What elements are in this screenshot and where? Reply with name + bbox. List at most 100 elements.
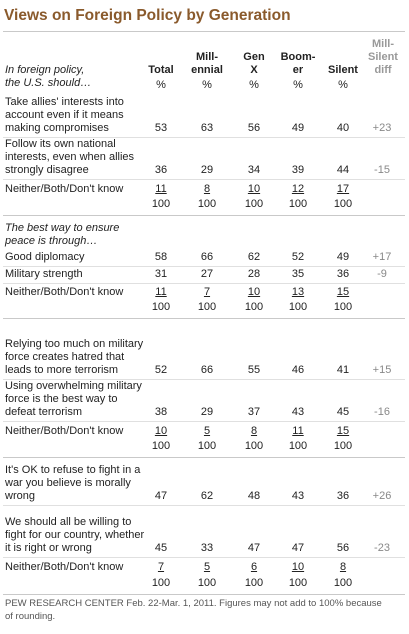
diff-value: -23 xyxy=(374,542,390,554)
cell-value: 11 xyxy=(155,286,167,298)
cell-value: 45 xyxy=(154,542,168,554)
cell-value: 5 xyxy=(203,425,211,437)
row-rule xyxy=(3,179,405,180)
cell-value: 56 xyxy=(247,122,261,134)
cell-value: 10 xyxy=(154,425,168,437)
total-value: 100 xyxy=(288,301,308,313)
row-label: Neither/Both/Don't know xyxy=(5,561,124,573)
cell-value: 41 xyxy=(336,364,350,376)
diff-value: -15 xyxy=(374,164,390,176)
section-rule xyxy=(3,318,405,319)
cell-value: 11 xyxy=(292,425,304,437)
cell-value: 33 xyxy=(200,542,214,554)
total-value: 100 xyxy=(244,577,264,589)
row-label: We should all be willing to fight for ou… xyxy=(5,516,145,554)
cell-value: 47 xyxy=(154,490,168,502)
cell-value: 17 xyxy=(336,183,350,195)
cell-value: 63 xyxy=(200,122,214,134)
total-value: 100 xyxy=(333,198,353,210)
unit-label: % xyxy=(338,79,348,91)
cell-value: 66 xyxy=(200,251,214,263)
cell-value: 43 xyxy=(291,490,305,502)
row-rule xyxy=(3,557,405,558)
cell-value: 43 xyxy=(291,406,305,418)
cell-value: 34 xyxy=(247,164,261,176)
cell-value: 39 xyxy=(291,164,305,176)
row-rule xyxy=(3,283,405,284)
cell-value: 28 xyxy=(247,268,261,280)
footer: PEW RESEARCH CENTER Feb. 22-Mar. 1, 2011… xyxy=(5,598,382,622)
section-rule xyxy=(3,215,405,216)
cell-value: 15 xyxy=(336,425,350,437)
cell-value: 52 xyxy=(154,364,168,376)
total-value: 100 xyxy=(244,440,264,452)
cell-value: 10 xyxy=(247,286,261,298)
row-rule xyxy=(3,505,405,506)
diff-value: -16 xyxy=(374,406,390,418)
row-label: Follow its own national interests, even … xyxy=(5,138,135,176)
row-label: Good diplomacy xyxy=(5,251,85,263)
cell-value: 49 xyxy=(291,122,305,134)
cell-value: 36 xyxy=(336,268,350,280)
column-header: Silent xyxy=(328,64,358,76)
total-value: 100 xyxy=(244,301,264,313)
section-rule xyxy=(3,457,405,458)
row-label: Take allies' interests into account even… xyxy=(5,96,124,134)
cell-value: 47 xyxy=(291,542,305,554)
cell-value: 58 xyxy=(154,251,168,263)
cell-value: 7 xyxy=(203,286,211,298)
unit-label: % xyxy=(156,79,166,91)
cell-value: 15 xyxy=(336,286,350,298)
cell-value: 6 xyxy=(250,561,258,573)
diff-value: +26 xyxy=(372,490,392,502)
cell-value: 27 xyxy=(200,268,214,280)
column-header: Boom- er xyxy=(280,51,316,76)
cell-value: 52 xyxy=(291,251,305,263)
row-label: Relying too much on military force creat… xyxy=(5,338,144,376)
unit-label: % xyxy=(202,79,212,91)
cell-value: 62 xyxy=(247,251,261,263)
cell-value: 62 xyxy=(200,490,214,502)
row-label: Military strength xyxy=(5,268,83,280)
row-rule xyxy=(3,421,405,422)
total-value: 100 xyxy=(333,301,353,313)
total-value: 100 xyxy=(333,577,353,589)
cell-value: 55 xyxy=(247,364,261,376)
cell-value: 48 xyxy=(247,490,261,502)
cell-value: 8 xyxy=(250,425,258,437)
total-value: 100 xyxy=(197,198,217,210)
unit-label: % xyxy=(249,79,259,91)
diff-value: +15 xyxy=(372,364,392,376)
row-label: Using overwhelming military force is the… xyxy=(5,380,142,418)
cell-value: 47 xyxy=(247,542,261,554)
title-rule xyxy=(3,31,405,32)
row-label: Neither/Both/Don't know xyxy=(5,183,124,195)
diff-value: +23 xyxy=(372,122,392,134)
unit-label: % xyxy=(293,79,303,91)
cell-value: 5 xyxy=(203,561,211,573)
cell-value: 46 xyxy=(291,364,305,376)
cell-value: 38 xyxy=(154,406,168,418)
total-value: 100 xyxy=(151,198,171,210)
cell-value: 40 xyxy=(336,122,350,134)
total-value: 100 xyxy=(288,577,308,589)
cell-value: 36 xyxy=(336,490,350,502)
total-value: 100 xyxy=(151,577,171,589)
cell-value: 10 xyxy=(247,183,261,195)
section-rule xyxy=(3,594,405,595)
cell-value: 29 xyxy=(200,406,214,418)
title: Views on Foreign Policy by Generation xyxy=(4,7,291,24)
total-value: 100 xyxy=(197,301,217,313)
cell-value: 37 xyxy=(247,406,261,418)
cell-value: 56 xyxy=(336,542,350,554)
total-value: 100 xyxy=(197,440,217,452)
cell-value: 49 xyxy=(336,251,350,263)
cell-value: 13 xyxy=(291,286,305,298)
cell-value: 35 xyxy=(291,268,305,280)
cell-value: 8 xyxy=(339,561,347,573)
row-rule xyxy=(3,266,405,267)
row-rule xyxy=(3,379,405,380)
cell-value: 44 xyxy=(336,164,350,176)
column-header: Mill- ennial xyxy=(191,51,223,76)
section-intro: In foreign policy, the U.S. should… xyxy=(5,64,92,89)
